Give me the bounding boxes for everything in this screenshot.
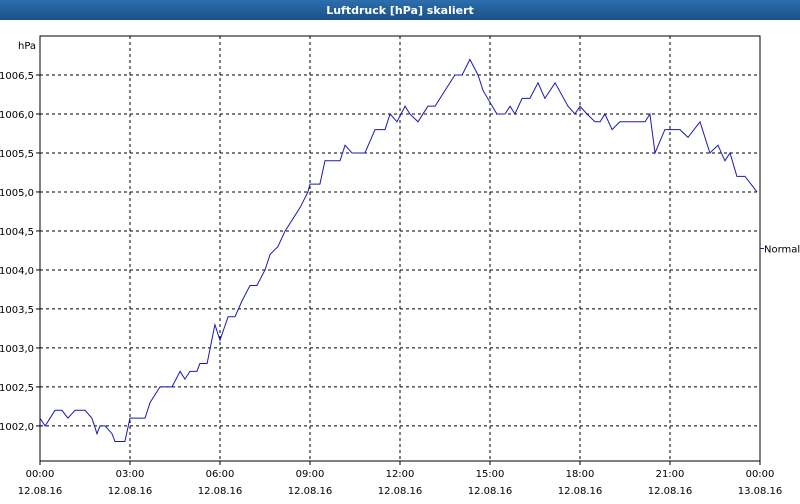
y-tick-label: 1006,0 bbox=[0, 110, 34, 121]
x-tick-label: 06:00 bbox=[206, 469, 235, 480]
x-tick-date: 12.08.16 bbox=[378, 486, 423, 497]
x-tick-date: 12.08.16 bbox=[468, 486, 513, 497]
y-tick-label: 1004,5 bbox=[0, 227, 34, 238]
legend-label: Normal bbox=[764, 245, 800, 256]
x-tick-date: 12.08.16 bbox=[108, 486, 153, 497]
x-tick-label: 12:00 bbox=[386, 469, 415, 480]
y-tick-label: 1006,5 bbox=[0, 71, 34, 82]
title-bar bbox=[0, 0, 800, 20]
x-tick-date: 12.08.16 bbox=[198, 486, 243, 497]
x-tick-label: 21:00 bbox=[656, 469, 685, 480]
y-tick-label: 1003,0 bbox=[0, 344, 34, 355]
x-tick-label: 18:00 bbox=[566, 469, 595, 480]
y-tick-label: 1002,5 bbox=[0, 383, 34, 394]
x-tick-date: 12.08.16 bbox=[558, 486, 603, 497]
y-tick-label: 1005,0 bbox=[0, 188, 34, 199]
y-tick-label: 1002,0 bbox=[0, 422, 34, 433]
x-tick-date: 12.08.16 bbox=[18, 486, 63, 497]
y-tick-label: 1004,0 bbox=[0, 266, 34, 277]
data-line bbox=[39, 58, 758, 443]
x-tick-label: 03:00 bbox=[116, 469, 145, 480]
x-tick-date: 12.08.16 bbox=[648, 486, 693, 497]
x-tick-date: 13.08.16 bbox=[738, 486, 783, 497]
x-tick-date: 12.08.16 bbox=[288, 486, 333, 497]
x-tick-label: 00:00 bbox=[746, 469, 775, 480]
y-unit: hPa bbox=[18, 41, 36, 52]
x-tick-label: 00:00 bbox=[26, 469, 55, 480]
chart-title: Luftdruck [hPa] skaliert bbox=[326, 4, 474, 17]
y-tick-label: 1005,5 bbox=[0, 149, 34, 160]
y-tick-label: 1003,5 bbox=[0, 305, 34, 316]
x-tick-label: 15:00 bbox=[476, 469, 505, 480]
x-tick-label: 09:00 bbox=[296, 469, 325, 480]
